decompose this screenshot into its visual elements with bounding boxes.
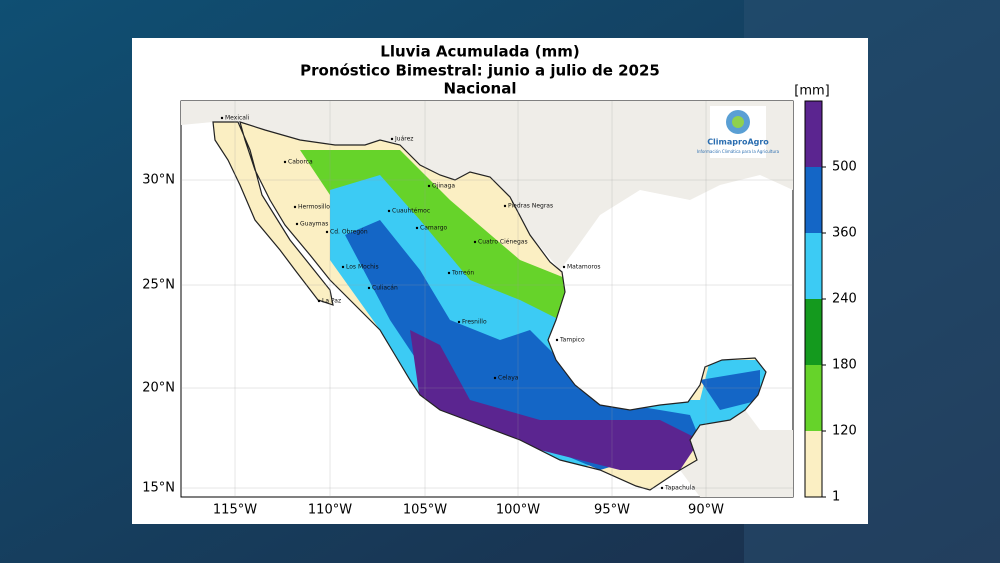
city-dot — [367, 286, 371, 290]
lon-label: 110°W — [308, 503, 352, 518]
lon-label: 95°W — [594, 503, 630, 518]
colorbar-segment — [805, 101, 822, 167]
colorbar-segment — [805, 431, 822, 497]
city-dot — [341, 265, 345, 269]
lon-label: 90°W — [688, 503, 724, 518]
city-dot — [295, 222, 299, 226]
title: Lluvia Acumulada (mm) — [380, 43, 579, 61]
city-label: Ojinaga — [432, 183, 455, 190]
colorbar-segment — [805, 365, 822, 431]
city-label: Cuatro Ciénegas — [478, 239, 528, 246]
city-label: Celaya — [498, 375, 519, 382]
colorbar-tick-label: 500 — [832, 160, 857, 175]
city-label: Fresnillo — [462, 319, 487, 326]
city-label: Cuauhtémoc — [392, 208, 430, 215]
subtitle: Pronóstico Bimestral: junio a julio de 2… — [300, 62, 660, 80]
city-dot — [283, 160, 287, 164]
colorbar-tick-label: 120 — [832, 424, 857, 439]
city-label: Tampico — [559, 337, 585, 344]
city-dot — [387, 209, 391, 213]
colorbar-segment — [805, 233, 822, 299]
city-label: Guaymas — [300, 221, 328, 228]
lat-label: 25°N — [142, 278, 175, 293]
logo-icon-inner — [732, 116, 744, 128]
city-dot — [493, 376, 497, 380]
us-land — [181, 101, 793, 270]
map: Mexicali Juárez Caborca Ojinaga Hermosillo Pi… — [180, 100, 794, 498]
colorbar-unit: [mm] — [794, 84, 829, 99]
logo-tagline: Información Climática para la Agricultur… — [697, 149, 780, 154]
region: Nacional — [444, 80, 517, 98]
city-label: Juárez — [394, 136, 413, 143]
colorbar-segment — [805, 167, 822, 233]
lon-label: 100°W — [496, 503, 540, 518]
city-dot — [325, 230, 329, 234]
lat-label: 30°N — [142, 173, 175, 188]
city-dot — [660, 486, 664, 490]
city-dot — [415, 226, 419, 230]
city-dot — [293, 205, 297, 209]
city-dot — [503, 204, 507, 208]
city-dot — [390, 137, 394, 141]
city-label: Tapachula — [664, 485, 695, 492]
central-america-land — [680, 410, 793, 497]
colorbar-tick-label: 1 — [832, 490, 840, 505]
colorbar-segment — [805, 299, 822, 365]
city-label: Piedras Negras — [508, 203, 553, 210]
city-label: La Paz — [322, 298, 341, 305]
city-dot — [220, 116, 224, 120]
city-label: Camargo — [420, 225, 448, 232]
city-label: Los Mochis — [346, 264, 379, 271]
lon-label: 105°W — [403, 503, 447, 518]
colorbar-tick-label: 240 — [832, 292, 857, 307]
city-dot — [555, 338, 559, 342]
city-dot — [427, 184, 431, 188]
city-dot — [457, 320, 461, 324]
city-label: Caborca — [288, 159, 313, 166]
city-label: Torreón — [451, 270, 474, 277]
city-dot — [317, 299, 321, 303]
colorbar-tick-label: 360 — [832, 226, 857, 241]
city-dot — [447, 271, 451, 275]
lat-label: 15°N — [142, 481, 175, 496]
city-label: Cd. Obregón — [330, 229, 368, 236]
colorbar-tick-label: 180 — [832, 358, 857, 373]
lon-label: 115°W — [213, 503, 257, 518]
city-label: Matamoros — [567, 264, 601, 271]
city-dot — [473, 240, 477, 244]
city-label: Hermosillo — [298, 204, 330, 211]
city-dot — [562, 265, 566, 269]
logo-name: ClimaproAgro — [707, 138, 769, 147]
city-label: Mexicali — [225, 115, 250, 122]
lat-label: 20°N — [142, 381, 175, 396]
city-label: Culiacán — [372, 285, 398, 292]
